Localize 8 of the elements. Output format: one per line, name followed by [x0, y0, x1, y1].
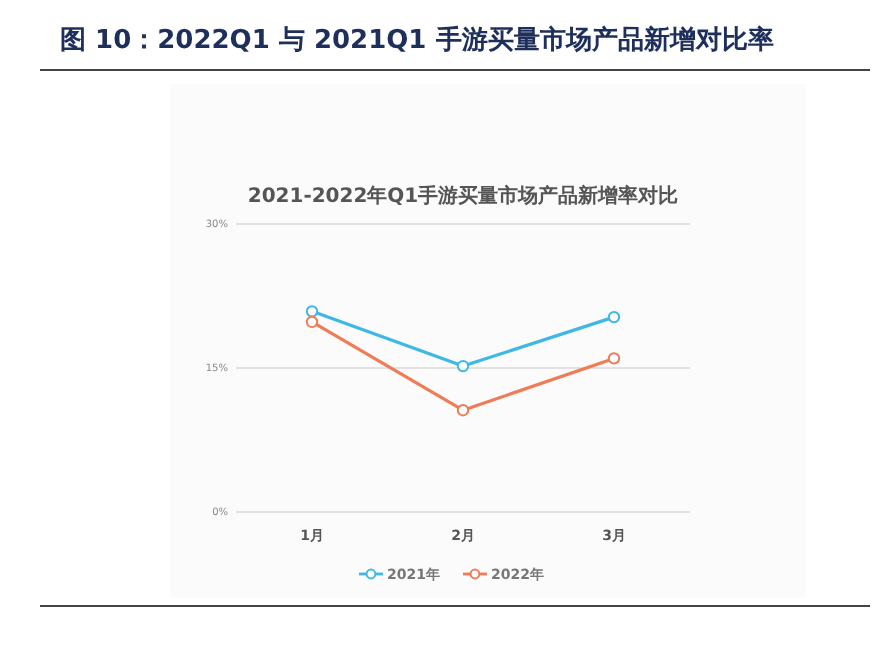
point: [607, 310, 621, 324]
point: [456, 359, 470, 373]
point: [305, 315, 319, 329]
point: [607, 352, 621, 365]
point: [305, 305, 319, 318]
point: [456, 404, 470, 417]
chart-title: 图 10：2022Q1 与 2021Q1 手游买量市场产品新增对比率: [60, 24, 774, 56]
chart-subtitle: 2021-2022年Q1手游买量市场产品新增率对比: [247, 184, 679, 208]
